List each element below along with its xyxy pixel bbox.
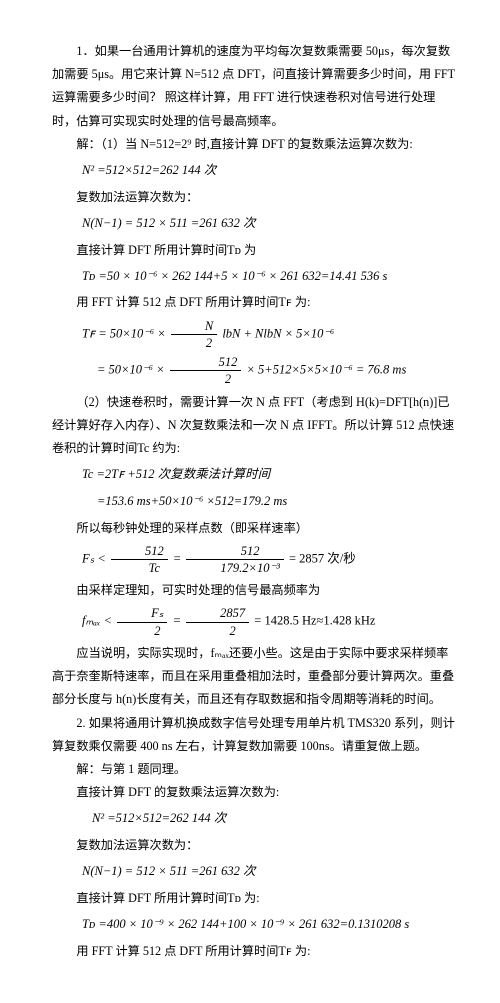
q2-mul-hdr: 直接计算 DFT 的复数乘法运算次数为: <box>52 781 456 804</box>
q1-f5: = 50×10⁻⁶ × 5122 × 5+512×5×5×10⁻⁶ = 76.8… <box>52 354 456 388</box>
q1-fs: Fₛ < 512Tc = 512179.2×10⁻³ = 2857 次/秒 <box>52 543 456 577</box>
q1-f6: Tc =2Tꜰ +512 次复数乘法计算时间 <box>52 463 456 487</box>
q2-tf-hdr: 用 FFT 计算 512 点 DFT 所用计算时间Tꜰ 为: <box>52 940 456 963</box>
q1-f4: Tꜰ = 50×10⁻⁶ × N2 lbN + NlbN × 5×10⁻⁶ <box>52 318 456 352</box>
q1-fs-hdr: 所以每秒钟处理的采样点数（即采样速率） <box>52 517 456 540</box>
q2-td-hdr: 直接计算 DFT 所用计算时间Tᴅ 为: <box>52 887 456 910</box>
q2-add-hdr: 复数加法运算次数为： <box>52 834 456 857</box>
q1-tf-hdr: 用 FFT 计算 512 点 DFT 所用计算时间Tꜰ 为: <box>52 291 456 314</box>
q2-f1: N² =512×512=262 144 次 <box>52 807 456 831</box>
q1-f3: Tᴅ =50 × 10⁻⁶ × 262 144+5 × 10⁻⁶ × 261 6… <box>52 265 456 289</box>
q1-fmax: fₘₐₓ < Fₛ2 = 28572 = 1428.5 Hz≈1.428 kHz <box>52 605 456 639</box>
q2-ans-hdr: 解：与第 1 题同理。 <box>52 758 456 781</box>
q1-ans-hdr: 解：（1）当 N=512=2⁹ 时,直接计算 DFT 的复数乘法运算次数为: <box>52 133 456 156</box>
q1-td-hdr: 直接计算 DFT 所用计算时间Tᴅ 为 <box>52 239 456 262</box>
q2-text: 2. 如果将通用计算机换成数字信号处理专用单片机 TMS320 系列，则计算复数… <box>52 712 456 758</box>
q1-f7: =153.6 ms+50×10⁻⁶ ×512=179.2 ms <box>52 490 456 514</box>
q2-f2: N(N−1) = 512 × 511 =261 632 次 <box>52 860 456 884</box>
q1-add-hdr: 复数加法运算次数为： <box>52 186 456 209</box>
q1-text: 1．如果一台通用计算机的速度为平均每次复数乘需要 50μs，每次复数加需要 5μ… <box>52 40 456 133</box>
q1-p2-hdr: （2）快速卷积时，需要计算一次 N 点 FFT（考虑到 H(k)=DFT[h(n… <box>52 391 456 461</box>
q2-f3: Tᴅ =400 × 10⁻⁹ × 262 144+100 × 10⁻⁹ × 26… <box>52 913 456 937</box>
q1-fmax-hdr: 由采样定理知，可实时处理的信号最高频率为 <box>52 579 456 602</box>
q1-f2: N(N−1) = 512 × 511 =261 632 次 <box>52 212 456 236</box>
q1-note: 应当说明，实际实现时，fₘₐₓ还要小些。这是由于实际中要求采样频率高于奈奎斯特速… <box>52 642 456 712</box>
q1-f1: N² =512×512=262 144 次 <box>52 159 456 183</box>
